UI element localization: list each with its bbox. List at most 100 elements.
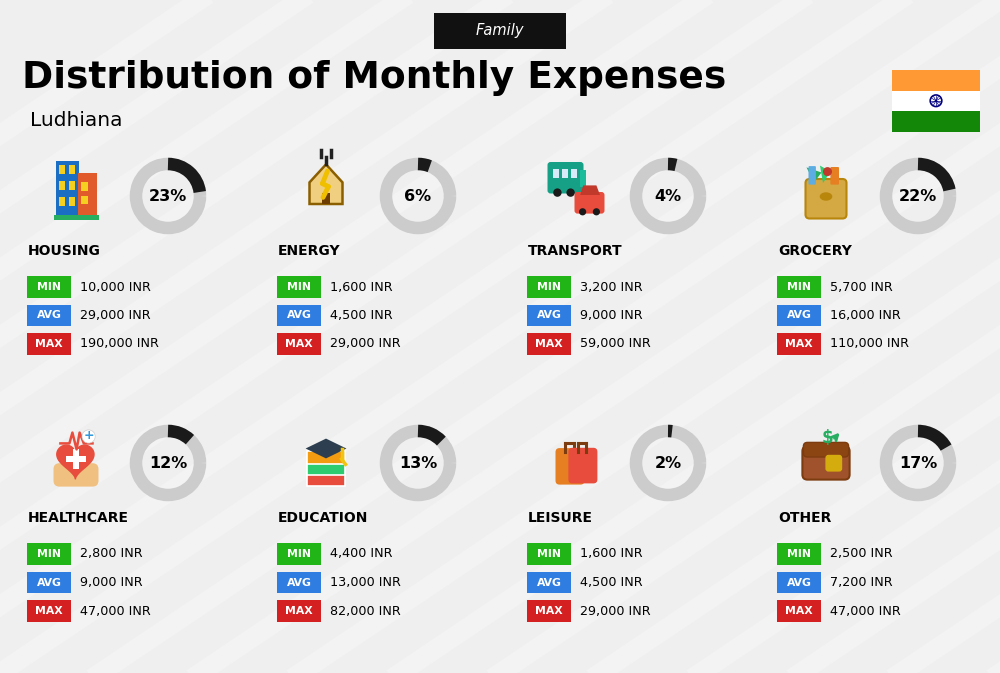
FancyBboxPatch shape (568, 448, 597, 483)
Polygon shape (310, 164, 342, 204)
FancyBboxPatch shape (78, 172, 97, 217)
Text: MIN: MIN (537, 282, 561, 292)
Text: 29,000 INR: 29,000 INR (330, 337, 401, 351)
FancyBboxPatch shape (562, 169, 568, 178)
FancyBboxPatch shape (307, 472, 345, 486)
Circle shape (935, 100, 937, 102)
Text: AVG: AVG (37, 577, 61, 588)
Text: 59,000 INR: 59,000 INR (580, 337, 651, 351)
Text: 29,000 INR: 29,000 INR (80, 309, 151, 322)
Text: AVG: AVG (287, 310, 311, 320)
Circle shape (823, 167, 832, 176)
Text: MIN: MIN (787, 549, 811, 559)
FancyBboxPatch shape (277, 543, 321, 565)
Circle shape (566, 188, 575, 197)
Text: 82,000 INR: 82,000 INR (330, 604, 401, 618)
FancyBboxPatch shape (806, 179, 847, 219)
FancyBboxPatch shape (277, 600, 321, 622)
Text: 23%: 23% (149, 188, 187, 203)
FancyBboxPatch shape (580, 170, 586, 186)
FancyBboxPatch shape (27, 572, 71, 594)
Text: 10,000 INR: 10,000 INR (80, 281, 151, 293)
Circle shape (553, 188, 562, 197)
FancyBboxPatch shape (809, 166, 816, 184)
FancyBboxPatch shape (892, 111, 980, 131)
Text: 13%: 13% (399, 456, 437, 470)
FancyBboxPatch shape (59, 197, 65, 205)
FancyBboxPatch shape (548, 162, 584, 194)
FancyBboxPatch shape (321, 441, 331, 453)
Text: MIN: MIN (287, 549, 311, 559)
Text: MAX: MAX (785, 339, 813, 349)
Text: +: + (83, 429, 94, 442)
Text: AVG: AVG (287, 577, 311, 588)
Text: Ludhiana: Ludhiana (30, 112, 122, 131)
FancyBboxPatch shape (892, 90, 980, 111)
FancyBboxPatch shape (527, 572, 571, 594)
Text: 13,000 INR: 13,000 INR (330, 576, 401, 589)
FancyBboxPatch shape (825, 455, 842, 472)
FancyBboxPatch shape (277, 276, 321, 297)
Text: 4,400 INR: 4,400 INR (330, 548, 392, 561)
FancyBboxPatch shape (73, 450, 79, 468)
Text: 9,000 INR: 9,000 INR (580, 309, 643, 322)
Circle shape (593, 208, 600, 215)
Polygon shape (580, 185, 600, 195)
Text: MIN: MIN (537, 549, 561, 559)
FancyBboxPatch shape (527, 543, 571, 565)
Text: 2%: 2% (654, 456, 682, 470)
Text: 17%: 17% (899, 456, 937, 470)
FancyBboxPatch shape (59, 166, 65, 174)
FancyBboxPatch shape (892, 70, 980, 90)
FancyBboxPatch shape (434, 13, 566, 49)
Text: 1,600 INR: 1,600 INR (580, 548, 643, 561)
Text: AVG: AVG (537, 310, 561, 320)
FancyBboxPatch shape (69, 197, 75, 205)
FancyBboxPatch shape (277, 305, 321, 326)
Text: 22%: 22% (899, 188, 937, 203)
FancyBboxPatch shape (527, 333, 571, 355)
FancyBboxPatch shape (27, 600, 71, 622)
FancyBboxPatch shape (277, 333, 321, 355)
Text: MIN: MIN (37, 282, 61, 292)
Text: HEALTHCARE: HEALTHCARE (28, 511, 129, 525)
Text: 2,500 INR: 2,500 INR (830, 548, 893, 561)
Ellipse shape (820, 192, 832, 201)
Text: 3,200 INR: 3,200 INR (580, 281, 643, 293)
Polygon shape (57, 445, 94, 479)
Text: $: $ (822, 429, 834, 447)
Polygon shape (306, 439, 346, 458)
Polygon shape (806, 168, 822, 182)
FancyBboxPatch shape (777, 333, 821, 355)
FancyBboxPatch shape (802, 446, 850, 480)
Text: TRANSPORT: TRANSPORT (528, 244, 623, 258)
Text: ENERGY: ENERGY (278, 244, 341, 258)
Text: MAX: MAX (535, 606, 563, 616)
Text: MAX: MAX (35, 606, 63, 616)
FancyBboxPatch shape (527, 600, 571, 622)
Text: 4%: 4% (654, 188, 682, 203)
Text: 16,000 INR: 16,000 INR (830, 309, 901, 322)
FancyBboxPatch shape (307, 462, 345, 474)
FancyBboxPatch shape (69, 166, 75, 174)
Text: 4,500 INR: 4,500 INR (330, 309, 393, 322)
FancyBboxPatch shape (527, 276, 571, 297)
Text: AVG: AVG (787, 577, 811, 588)
Text: Distribution of Monthly Expenses: Distribution of Monthly Expenses (22, 60, 726, 96)
Text: 1,600 INR: 1,600 INR (330, 281, 393, 293)
Text: 110,000 INR: 110,000 INR (830, 337, 909, 351)
FancyBboxPatch shape (777, 543, 821, 565)
Text: 12%: 12% (149, 456, 187, 470)
Text: 29,000 INR: 29,000 INR (580, 604, 651, 618)
FancyBboxPatch shape (56, 160, 79, 217)
Text: MIN: MIN (787, 282, 811, 292)
Text: MIN: MIN (37, 549, 61, 559)
Text: GROCERY: GROCERY (778, 244, 852, 258)
FancyBboxPatch shape (27, 543, 71, 565)
Text: MIN: MIN (287, 282, 311, 292)
Text: MAX: MAX (285, 606, 313, 616)
FancyBboxPatch shape (81, 182, 88, 190)
FancyBboxPatch shape (27, 276, 71, 297)
FancyBboxPatch shape (277, 572, 321, 594)
Text: EDUCATION: EDUCATION (278, 511, 368, 525)
